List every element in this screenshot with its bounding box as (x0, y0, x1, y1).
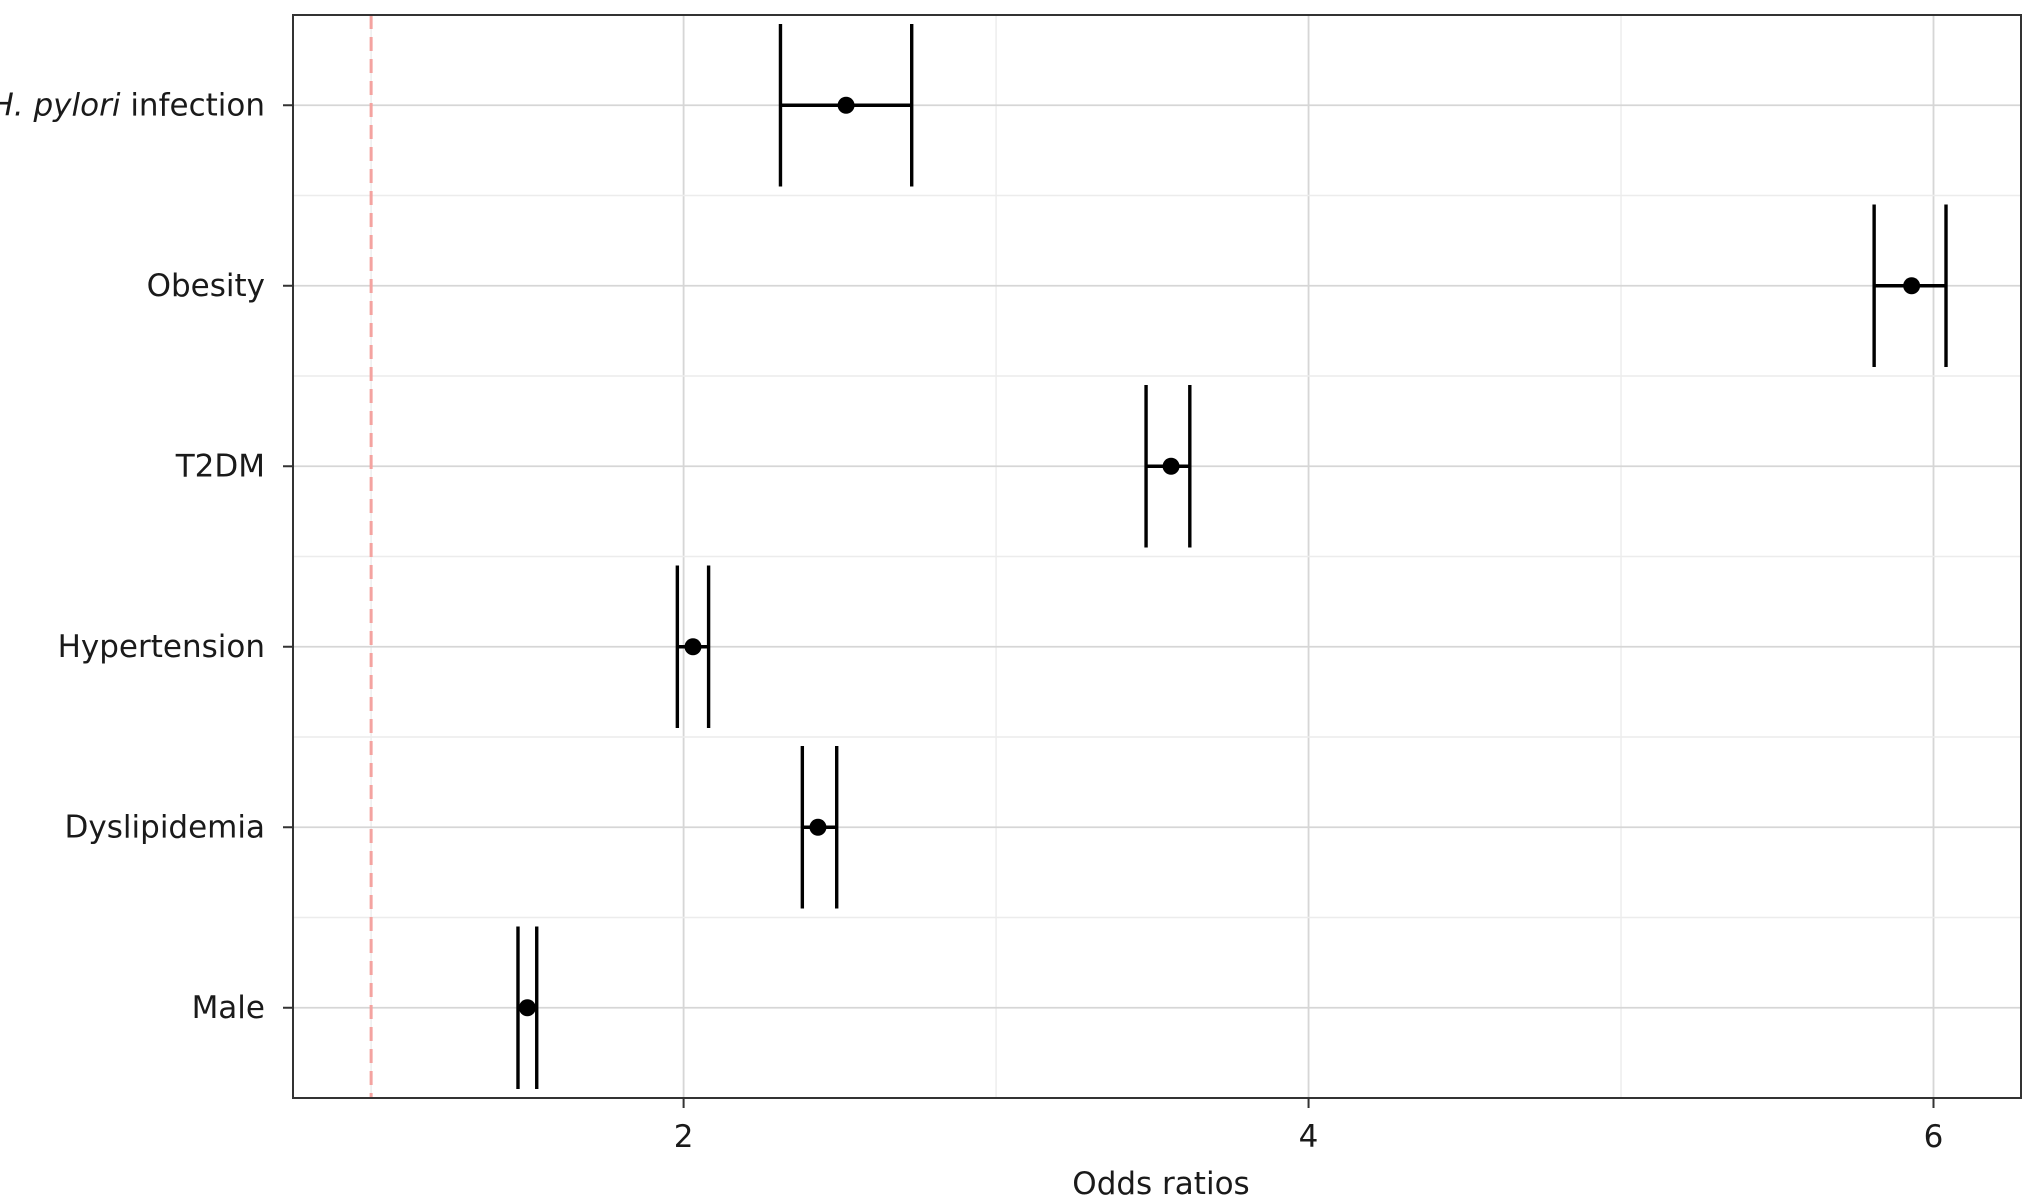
ci-row (516, 926, 539, 1089)
ci-row (800, 746, 839, 909)
y-tick-label: T2DM (175, 448, 265, 484)
ci-row (675, 565, 711, 728)
x-tick-label: 4 (1299, 1119, 1319, 1155)
odds-ratio-point (518, 999, 536, 1017)
x-axis: 2 4 6 (674, 1098, 1944, 1155)
x-tick-label: 2 (674, 1119, 694, 1155)
ci-row (1144, 385, 1192, 548)
y-axis: H. pylori infection Obesity T2DM Hypertensi… (0, 87, 293, 1026)
x-tick-label: 6 (1924, 1119, 1944, 1155)
odds-ratio-point (684, 638, 702, 656)
y-tick-label: H. pylori infection (0, 87, 265, 123)
ci-row (778, 24, 914, 187)
y-tick-label: Male (192, 990, 265, 1026)
odds-ratio-point (809, 818, 827, 836)
odds-ratio-point (1903, 277, 1921, 295)
y-tick-label: Dyslipidemia (65, 809, 265, 845)
odds-ratio-point (837, 96, 855, 114)
chart-marks (516, 24, 1948, 1089)
y-tick-label: Hypertension (58, 629, 265, 665)
panel-border (292, 14, 2022, 1099)
y-tick-label: Obesity (147, 268, 265, 304)
odds-ratio-point (1162, 457, 1180, 475)
ci-row (1872, 204, 1948, 367)
x-axis-title: Odds ratios (1072, 1166, 1249, 1202)
